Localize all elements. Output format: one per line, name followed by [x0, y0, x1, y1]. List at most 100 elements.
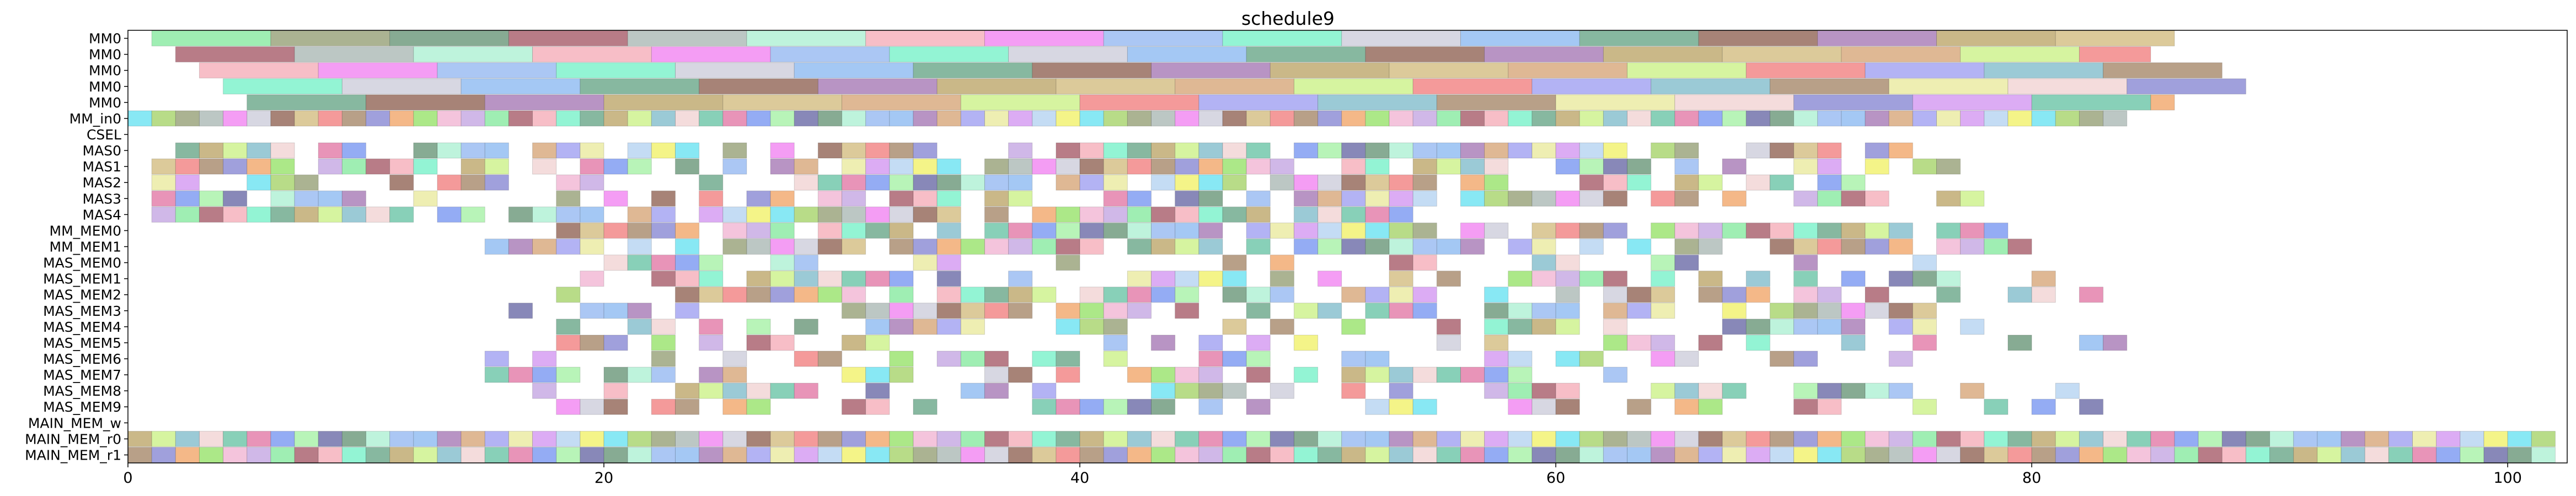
task-bar [842, 447, 866, 463]
task-bar [341, 142, 367, 159]
task-bar [1008, 174, 1033, 191]
task-bar [1293, 430, 1319, 447]
task-bar [842, 174, 866, 191]
task-bar [651, 335, 676, 351]
task-bar [1079, 174, 1104, 191]
task-bar [2055, 110, 2080, 127]
task-bar [1198, 94, 1319, 111]
task-bar [389, 174, 414, 191]
task-bar [746, 271, 771, 287]
task-bar [1960, 430, 1985, 447]
task-bar [1912, 303, 1937, 319]
task-bar [1175, 366, 1199, 383]
task-bar [817, 271, 843, 287]
task-bar [2079, 46, 2151, 63]
task-bar [651, 366, 676, 383]
task-bar [532, 382, 557, 399]
task-bar [1008, 142, 1033, 159]
task-bar [1579, 30, 1699, 46]
task-bar [580, 430, 604, 447]
task-bar [842, 190, 866, 207]
task-bar [556, 190, 581, 207]
task-bar [699, 255, 724, 271]
task-bar [247, 447, 271, 463]
task-bar [936, 271, 961, 287]
task-bar [1056, 222, 1080, 239]
task-bar [2388, 430, 2413, 447]
task-bar [960, 110, 985, 127]
task-bar [865, 366, 890, 383]
task-bar [651, 447, 676, 463]
task-bar [1841, 319, 1866, 335]
task-bar [1960, 239, 1985, 255]
task-bar [2221, 447, 2246, 463]
task-bar [460, 174, 485, 191]
task-bar [984, 351, 1009, 367]
task-bar [1651, 335, 1675, 351]
task-bar [1246, 366, 1271, 383]
task-bar [1222, 110, 1247, 127]
task-bar [2293, 447, 2318, 463]
task-bar [223, 142, 248, 159]
task-bar [674, 239, 700, 255]
task-bar [984, 239, 1009, 255]
task-bar [389, 158, 414, 175]
y-tick-label: MAS_MEM8 [43, 383, 121, 399]
task-bar [580, 447, 604, 463]
task-bar [580, 239, 604, 255]
task-bar [1246, 142, 1271, 159]
task-bar [1698, 30, 1818, 46]
task-bar [1555, 190, 1580, 207]
task-bar [1698, 271, 1723, 287]
task-bar [2245, 447, 2270, 463]
task-bar [889, 351, 914, 367]
task-bar [199, 158, 224, 175]
task-bar [674, 158, 700, 175]
task-bar [1960, 222, 1985, 239]
task-bar [1198, 271, 1223, 287]
task-bar [2007, 430, 2032, 447]
task-bar [674, 303, 700, 319]
task-bar [746, 447, 771, 463]
task-bar [1888, 447, 1913, 463]
task-bar [1436, 447, 1461, 463]
task-bar [1151, 239, 1176, 255]
task-bar [270, 30, 390, 46]
task-bar [1508, 62, 1628, 79]
task-bar [651, 351, 676, 367]
task-bar [1151, 398, 1176, 415]
task-bar [437, 430, 462, 447]
task-bar [318, 62, 438, 79]
task-bar [1674, 351, 1699, 367]
task-bar [1627, 335, 1652, 351]
task-bar [1698, 382, 1723, 399]
task-bar [889, 110, 914, 127]
task-bar [865, 30, 985, 46]
task-bar [1603, 174, 1628, 191]
task-bar [1865, 110, 1889, 127]
task-bar [1484, 366, 1509, 383]
task-bar [1293, 206, 1319, 223]
task-bar [2198, 447, 2222, 463]
task-bar [1698, 447, 1723, 463]
task-bar [603, 366, 628, 383]
task-bar [1555, 94, 1675, 111]
task-bar [1888, 351, 1913, 367]
task-bar [794, 382, 818, 399]
task-bar [1460, 430, 1485, 447]
task-bar [603, 222, 628, 239]
task-bar [247, 110, 271, 127]
task-bar [1508, 366, 1533, 383]
task-bar [1531, 142, 1556, 159]
task-bar [366, 430, 390, 447]
task-bar [1222, 430, 1247, 447]
task-bar [627, 366, 652, 383]
task-bar [1769, 239, 1795, 255]
task-bar [865, 158, 890, 175]
task-bar [1365, 398, 1390, 415]
task-bar [1627, 303, 1652, 319]
task-bar [1270, 447, 1294, 463]
task-bar [936, 222, 961, 239]
task-bar [1056, 174, 1080, 191]
task-bar [2531, 430, 2556, 447]
